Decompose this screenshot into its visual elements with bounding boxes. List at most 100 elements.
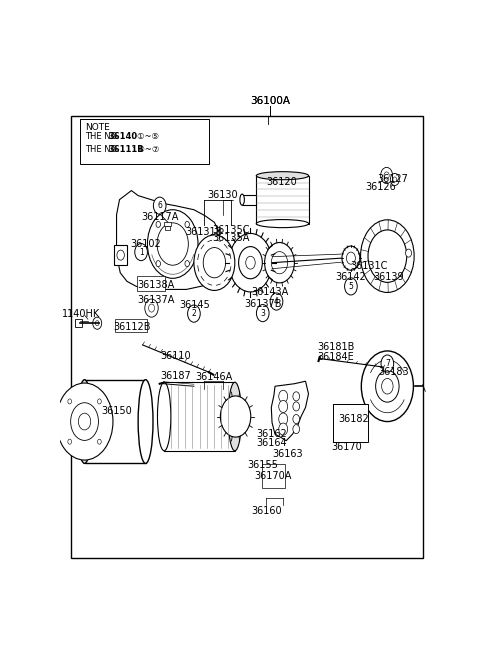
- Bar: [71, 117, 423, 558]
- Text: 36100A: 36100A: [250, 96, 290, 106]
- Text: 1: 1: [139, 248, 144, 257]
- Bar: [75, 319, 82, 328]
- Text: 36145: 36145: [180, 300, 210, 310]
- Text: 36150: 36150: [102, 407, 132, 417]
- Circle shape: [381, 355, 394, 372]
- Text: 36164: 36164: [256, 438, 287, 448]
- Text: 3: 3: [260, 309, 265, 318]
- Text: 36130: 36130: [208, 189, 238, 200]
- Text: 36117A: 36117A: [141, 212, 179, 222]
- Ellipse shape: [240, 194, 244, 205]
- Text: 36135A: 36135A: [213, 233, 250, 244]
- Circle shape: [256, 305, 269, 322]
- Polygon shape: [271, 381, 309, 441]
- Circle shape: [293, 402, 300, 411]
- Circle shape: [384, 172, 389, 179]
- Text: 36184E: 36184E: [318, 352, 354, 362]
- Circle shape: [361, 351, 413, 422]
- Circle shape: [239, 246, 263, 279]
- Circle shape: [220, 396, 251, 437]
- Circle shape: [154, 197, 166, 214]
- Circle shape: [279, 390, 288, 402]
- Circle shape: [270, 293, 283, 310]
- Circle shape: [185, 221, 190, 227]
- Circle shape: [279, 413, 288, 425]
- Text: 36135C: 36135C: [212, 225, 250, 235]
- Circle shape: [246, 256, 255, 269]
- Circle shape: [71, 403, 98, 440]
- Ellipse shape: [256, 219, 309, 228]
- Text: 36187: 36187: [160, 371, 191, 381]
- Text: 36140: 36140: [108, 132, 137, 141]
- Circle shape: [148, 304, 155, 312]
- Bar: [81, 119, 209, 164]
- Bar: [242, 195, 256, 204]
- Polygon shape: [117, 191, 221, 290]
- Text: 36139: 36139: [373, 272, 404, 282]
- Circle shape: [68, 399, 72, 404]
- Text: 36127: 36127: [377, 174, 408, 185]
- Text: 36131C: 36131C: [350, 261, 387, 271]
- Bar: [334, 404, 367, 440]
- Text: 36111B: 36111B: [108, 145, 144, 154]
- Text: 36131B: 36131B: [186, 227, 223, 237]
- Circle shape: [271, 252, 288, 274]
- Bar: [84, 380, 145, 464]
- Text: 36170: 36170: [331, 441, 362, 452]
- Circle shape: [145, 299, 158, 317]
- Text: 36138A: 36138A: [137, 280, 175, 290]
- Ellipse shape: [256, 172, 309, 179]
- Text: 36126: 36126: [365, 182, 396, 192]
- Circle shape: [96, 321, 99, 326]
- Text: 36112B: 36112B: [113, 322, 151, 331]
- Circle shape: [368, 230, 407, 282]
- Circle shape: [381, 168, 393, 183]
- Circle shape: [293, 392, 300, 401]
- Ellipse shape: [228, 383, 241, 451]
- Text: 6: 6: [157, 201, 162, 210]
- Text: 36110: 36110: [160, 352, 191, 362]
- Circle shape: [229, 233, 272, 292]
- Circle shape: [293, 424, 300, 434]
- Circle shape: [293, 415, 300, 424]
- Text: 36160: 36160: [251, 506, 282, 516]
- Text: 36146A: 36146A: [195, 372, 232, 382]
- Circle shape: [264, 242, 294, 283]
- Text: 7: 7: [385, 359, 390, 368]
- Circle shape: [345, 278, 357, 295]
- Circle shape: [135, 244, 147, 261]
- Text: THE NO.: THE NO.: [85, 145, 120, 154]
- Circle shape: [382, 379, 393, 394]
- Text: 36100A: 36100A: [250, 96, 290, 106]
- Ellipse shape: [138, 380, 153, 464]
- Text: 36182: 36182: [338, 414, 369, 424]
- Circle shape: [279, 423, 288, 435]
- Circle shape: [194, 235, 235, 290]
- Text: : ①~⑤: : ①~⑤: [129, 132, 159, 141]
- Text: THE NO.: THE NO.: [85, 132, 120, 141]
- Text: 36142: 36142: [336, 272, 366, 282]
- Circle shape: [117, 250, 124, 260]
- Circle shape: [97, 439, 101, 444]
- Text: 36120: 36120: [266, 177, 297, 187]
- Circle shape: [342, 246, 360, 271]
- Text: 36102: 36102: [130, 238, 161, 248]
- Bar: [262, 464, 285, 488]
- Text: 36143A: 36143A: [252, 287, 289, 297]
- Circle shape: [203, 248, 226, 278]
- Text: 36181B: 36181B: [317, 343, 355, 352]
- Circle shape: [347, 252, 355, 264]
- Bar: [256, 176, 309, 223]
- Text: 36163: 36163: [272, 449, 303, 459]
- Ellipse shape: [157, 383, 171, 451]
- Circle shape: [97, 399, 101, 404]
- Circle shape: [188, 305, 200, 322]
- Circle shape: [279, 400, 288, 413]
- Circle shape: [56, 383, 113, 460]
- Circle shape: [185, 261, 190, 267]
- Circle shape: [156, 221, 160, 227]
- Circle shape: [393, 177, 396, 182]
- Circle shape: [147, 210, 198, 278]
- Circle shape: [360, 220, 414, 292]
- Bar: [333, 404, 368, 441]
